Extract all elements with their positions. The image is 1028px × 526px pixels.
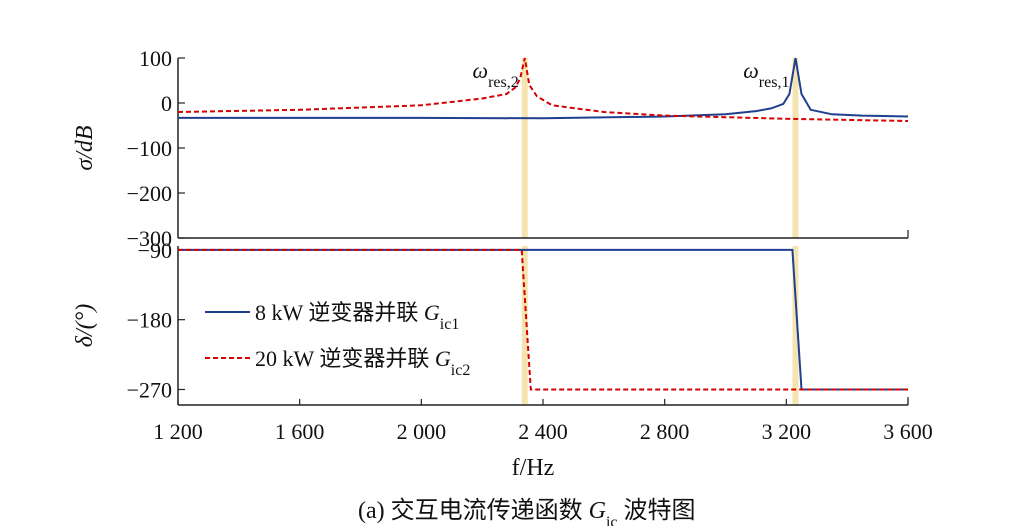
legend-prefix-gic2: 20 kW 逆变器并联 [255, 346, 435, 371]
y-axis-label-magnitude: σ/dB [72, 125, 98, 171]
figure-caption: (a) 交互电流传递函数 Gic 波特图 [358, 497, 696, 526]
annotation-omega-1: ω [743, 58, 759, 83]
y-tick-label-phase-1: −180 [127, 308, 172, 333]
x-tick-label-0: 1 200 [153, 419, 203, 444]
caption-prefix: (a) 交互电流传递函数 [358, 497, 589, 524]
legend-var-gic1: G [424, 300, 440, 325]
y-tick-label-phase-0: −90 [138, 238, 172, 263]
legend-entry-gic2: 20 kW 逆变器并联 Gic2 [255, 346, 470, 379]
legend-prefix-gic1: 8 kW 逆变器并联 [255, 300, 424, 325]
y-axis-label-phase: δ/(°) [72, 304, 98, 347]
phase-panel: −90 −180 −270 1 200 1 600 2 000 2 400 2 800 3 20… [127, 238, 933, 444]
annotation-subscript-1: res,1 [759, 74, 790, 91]
highlight-band-mag-1 [792, 58, 799, 238]
legend-sub-gic1: ic1 [440, 316, 460, 333]
x-tick-label-3: 2 400 [518, 419, 568, 444]
x-axis-label: f/Hz [512, 455, 555, 481]
series-line-phase-1 [178, 248, 908, 391]
caption-suffix: 波特图 [618, 497, 696, 524]
annotation-layer: ωres,2 ωres,1 [473, 58, 790, 91]
caption-var: G [589, 498, 606, 524]
annotation-res-1: ωres,1 [743, 58, 789, 91]
series-line-mag-1 [177, 57, 909, 122]
legend-var-gic2: G [435, 346, 451, 371]
x-tick-label-1: 1 600 [275, 419, 325, 444]
highlight-band-phase-0 [521, 246, 528, 405]
highlight-band-phase-1 [792, 246, 799, 405]
annotation-omega-0: ω [473, 58, 489, 83]
annotation-res-2: ωres,2 [473, 58, 519, 91]
y-tick-label-phase-2: −270 [127, 377, 172, 402]
legend-sub-gic2: ic2 [451, 362, 471, 379]
x-tick-label-4: 2 800 [640, 419, 690, 444]
legend-entry-gic1: 8 kW 逆变器并联 Gic1 [255, 300, 459, 333]
highlight-band-mag-0 [521, 58, 528, 238]
y-tick-label-mag-4: −300 [127, 226, 172, 251]
series-line-mag-0 [178, 57, 909, 120]
magnitude-panel: 100 0 −100 −200 −300 [127, 46, 909, 251]
legend: 8 kW 逆变器并联 Gic1 20 kW 逆变器并联 Gic2 [205, 300, 470, 379]
y-tick-label-mag-1: 0 [161, 91, 172, 116]
y-tick-label-mag-2: −100 [127, 136, 172, 161]
y-tick-label-mag-3: −200 [127, 181, 172, 206]
x-tick-label-2: 2 000 [397, 419, 447, 444]
y-tick-label-mag-0: 100 [139, 46, 172, 71]
x-tick-label-6: 3 600 [883, 419, 933, 444]
annotation-subscript-0: res,2 [488, 74, 519, 91]
caption-sub: ic [606, 514, 618, 526]
x-tick-label-5: 3 200 [762, 419, 812, 444]
